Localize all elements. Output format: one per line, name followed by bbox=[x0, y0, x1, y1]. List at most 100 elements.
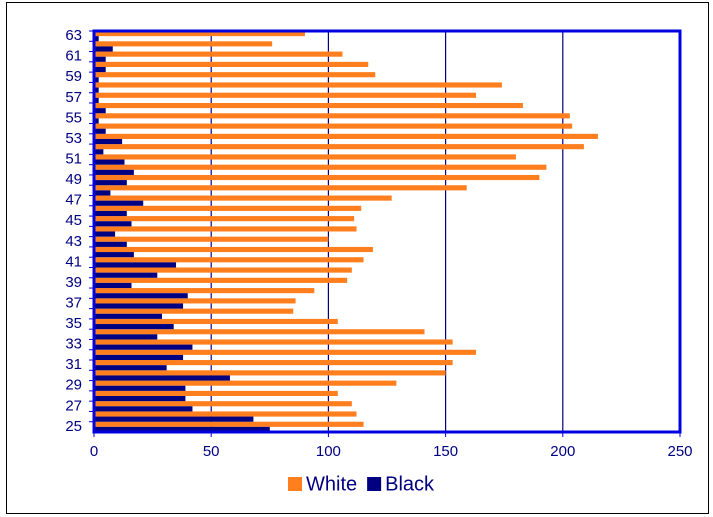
bar bbox=[94, 308, 294, 314]
bar bbox=[94, 210, 127, 217]
y-tick-label: 59 bbox=[65, 68, 82, 85]
bar bbox=[94, 97, 99, 103]
bar bbox=[94, 102, 523, 109]
bar bbox=[94, 257, 364, 263]
bar bbox=[94, 277, 348, 283]
bar bbox=[94, 246, 373, 253]
bar bbox=[94, 154, 516, 160]
x-tick-label: 50 bbox=[203, 443, 220, 460]
bar bbox=[94, 396, 186, 402]
bar bbox=[94, 375, 230, 381]
bar bbox=[94, 267, 352, 273]
y-tick-label: 51 bbox=[65, 150, 82, 167]
y-tick-label: 57 bbox=[65, 89, 82, 106]
y-tick-label: 45 bbox=[65, 212, 82, 229]
bar bbox=[94, 380, 397, 386]
bar bbox=[94, 421, 364, 427]
bar bbox=[94, 41, 273, 47]
bar bbox=[94, 344, 193, 350]
y-tick-label: 35 bbox=[65, 315, 82, 332]
y-tick-label: 33 bbox=[65, 336, 82, 353]
bar bbox=[94, 334, 158, 340]
bar bbox=[94, 241, 127, 247]
y-tick-label: 41 bbox=[65, 253, 82, 270]
y-tick-label: 29 bbox=[65, 377, 82, 394]
bar bbox=[94, 349, 477, 355]
x-tick-label: 150 bbox=[433, 443, 458, 460]
bar bbox=[94, 138, 123, 145]
bar bbox=[94, 169, 134, 175]
bar bbox=[94, 164, 547, 170]
bar bbox=[94, 411, 357, 417]
bar bbox=[94, 51, 343, 57]
y-tick-label: 43 bbox=[65, 233, 82, 250]
bar bbox=[94, 303, 184, 309]
y-tick-label: 27 bbox=[65, 397, 82, 414]
bar bbox=[94, 133, 598, 139]
plot-border bbox=[92, 29, 682, 434]
bar bbox=[94, 390, 338, 397]
legend-swatch bbox=[288, 477, 302, 491]
y-tick-label: 39 bbox=[65, 274, 82, 291]
bar bbox=[94, 190, 111, 196]
bar bbox=[94, 298, 296, 304]
bar bbox=[94, 406, 193, 412]
bar bbox=[94, 174, 540, 181]
y-tick-label: 49 bbox=[65, 171, 82, 188]
bar bbox=[94, 288, 315, 294]
bar bbox=[94, 46, 113, 52]
bar bbox=[94, 200, 144, 206]
bar bbox=[94, 365, 167, 371]
bar bbox=[94, 221, 132, 227]
bar bbox=[94, 339, 453, 345]
bar bbox=[94, 426, 270, 432]
bar bbox=[94, 36, 99, 42]
legend-label: White bbox=[306, 473, 357, 495]
bar bbox=[94, 272, 158, 278]
bar bbox=[94, 144, 584, 150]
y-tick-label: 25 bbox=[65, 418, 82, 435]
bar bbox=[94, 185, 467, 191]
legend-swatch bbox=[367, 477, 382, 491]
x-tick-label: 100 bbox=[316, 443, 341, 460]
y-tick-label: 63 bbox=[65, 27, 82, 44]
bar bbox=[94, 72, 376, 78]
bar bbox=[94, 354, 184, 361]
bar bbox=[94, 180, 127, 186]
bar bbox=[94, 324, 174, 330]
bar bbox=[94, 123, 573, 129]
bar bbox=[94, 385, 186, 391]
bar bbox=[94, 262, 177, 268]
y-tick-label: 37 bbox=[65, 294, 82, 311]
y-tick-label: 61 bbox=[65, 48, 82, 65]
bar bbox=[94, 61, 369, 67]
bar bbox=[94, 205, 362, 211]
bar bbox=[94, 293, 188, 299]
bar bbox=[94, 92, 477, 98]
bar bbox=[94, 128, 106, 134]
bar bbox=[94, 360, 453, 366]
bar bbox=[94, 87, 99, 93]
x-tick-label: 0 bbox=[90, 443, 98, 460]
bar bbox=[94, 329, 425, 335]
bar bbox=[94, 56, 106, 62]
bar bbox=[94, 82, 502, 88]
bar bbox=[94, 416, 254, 422]
bar bbox=[94, 149, 104, 155]
y-tick-label: 31 bbox=[65, 356, 82, 373]
legend-label: Black bbox=[385, 473, 435, 495]
bar bbox=[94, 231, 116, 237]
bar bbox=[94, 216, 355, 222]
bar bbox=[94, 236, 329, 242]
y-tick-label: 47 bbox=[65, 192, 82, 209]
bar bbox=[94, 313, 162, 319]
bar bbox=[94, 401, 352, 407]
y-tick-label: 53 bbox=[65, 130, 82, 147]
x-tick-label: 250 bbox=[667, 443, 692, 460]
bar bbox=[94, 66, 106, 73]
x-tick-label: 200 bbox=[550, 443, 575, 460]
bar bbox=[94, 318, 338, 325]
bar bbox=[94, 370, 446, 376]
bar bbox=[94, 282, 132, 289]
bar bbox=[94, 108, 106, 114]
